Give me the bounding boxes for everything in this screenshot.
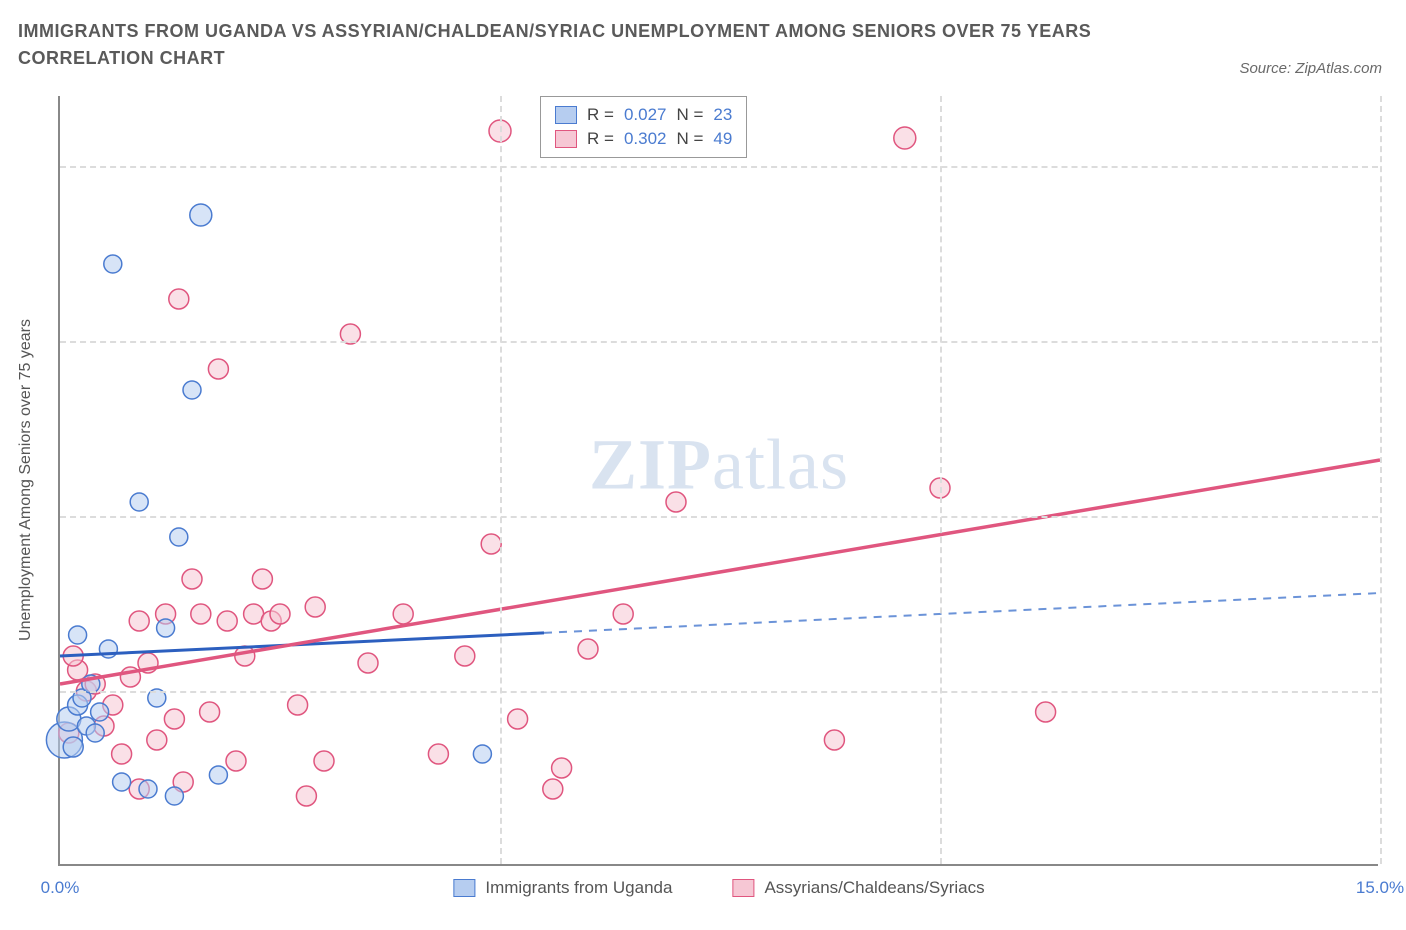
plot-svg (60, 96, 1378, 864)
scatter-point (314, 751, 334, 771)
scatter-point (226, 751, 246, 771)
scatter-point (200, 702, 220, 722)
grid-line-v (1380, 96, 1382, 864)
scatter-point (91, 703, 109, 721)
scatter-point (130, 493, 148, 511)
scatter-point (190, 204, 212, 226)
legend-bottom-swatch-1 (732, 879, 754, 897)
scatter-point (217, 611, 237, 631)
legend-bottom: Immigrants from Uganda Assyrians/Chaldea… (453, 878, 984, 898)
scatter-point (157, 619, 175, 637)
scatter-point (270, 604, 290, 624)
scatter-point (552, 758, 572, 778)
scatter-point (1036, 702, 1056, 722)
scatter-point (578, 639, 598, 659)
scatter-point (666, 492, 686, 512)
scatter-point (69, 626, 87, 644)
legend-bottom-item-1: Assyrians/Chaldeans/Syriacs (732, 878, 984, 898)
grid-line-h (60, 341, 1378, 343)
scatter-point (481, 534, 501, 554)
scatter-point (170, 528, 188, 546)
scatter-point (894, 127, 916, 149)
scatter-point (508, 709, 528, 729)
x-tick-label: 0.0% (41, 878, 80, 898)
scatter-point (129, 611, 149, 631)
scatter-point (296, 786, 316, 806)
legend-bottom-item-0: Immigrants from Uganda (453, 878, 672, 898)
scatter-point (473, 745, 491, 763)
scatter-point (104, 255, 122, 273)
x-tick-label: 15.0% (1356, 878, 1404, 898)
scatter-point (428, 744, 448, 764)
trend-line-uganda-dash (544, 593, 1380, 633)
scatter-point (183, 381, 201, 399)
grid-line-h (60, 691, 1378, 693)
legend-bottom-swatch-0 (453, 879, 475, 897)
scatter-point (147, 730, 167, 750)
legend-bottom-label-0: Immigrants from Uganda (485, 878, 672, 898)
legend-bottom-label-1: Assyrians/Chaldeans/Syriacs (764, 878, 984, 898)
scatter-point (209, 766, 227, 784)
plot-area: Unemployment Among Seniors over 75 years… (58, 96, 1378, 866)
scatter-point (288, 695, 308, 715)
grid-line-v (500, 96, 502, 864)
scatter-point (112, 744, 132, 764)
scatter-point (86, 724, 104, 742)
scatter-point (182, 569, 202, 589)
grid-line-h (60, 516, 1378, 518)
scatter-point (252, 569, 272, 589)
scatter-point (824, 730, 844, 750)
scatter-point (165, 787, 183, 805)
scatter-point (393, 604, 413, 624)
scatter-point (191, 604, 211, 624)
scatter-point (164, 709, 184, 729)
scatter-point (358, 653, 378, 673)
scatter-point (613, 604, 633, 624)
scatter-point (169, 289, 189, 309)
scatter-point (208, 359, 228, 379)
chart-title: IMMIGRANTS FROM UGANDA VS ASSYRIAN/CHALD… (18, 18, 1118, 72)
y-axis-title: Unemployment Among Seniors over 75 years (17, 319, 35, 641)
grid-line-v (940, 96, 942, 864)
scatter-point (113, 773, 131, 791)
grid-line-h (60, 166, 1378, 168)
scatter-point (543, 779, 563, 799)
scatter-point (455, 646, 475, 666)
scatter-point (63, 737, 83, 757)
source-label: Source: ZipAtlas.com (1239, 60, 1382, 77)
scatter-point (139, 780, 157, 798)
scatter-point (305, 597, 325, 617)
